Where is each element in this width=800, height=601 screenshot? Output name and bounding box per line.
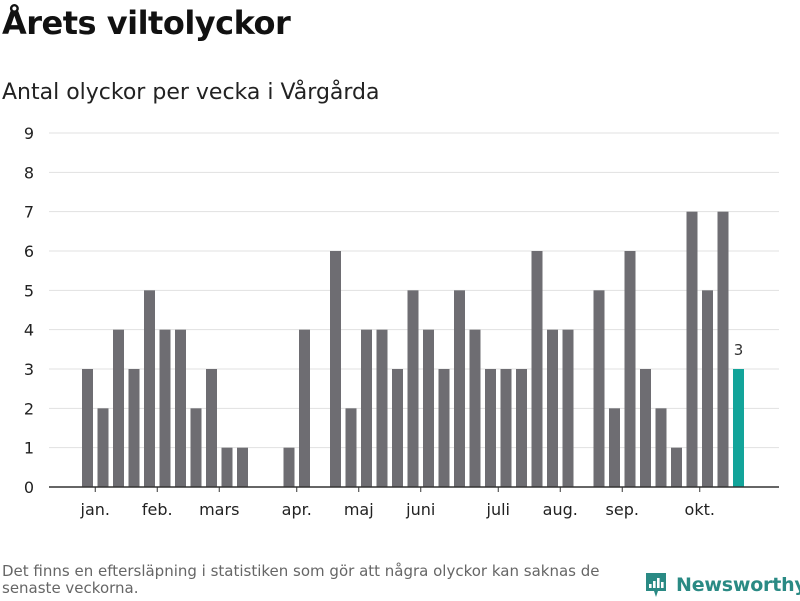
x-tick-label: sep.: [606, 500, 639, 519]
y-tick-label: 9: [24, 124, 34, 143]
y-tick-label: 8: [24, 163, 34, 182]
bar: [361, 329, 372, 487]
bar: [640, 369, 651, 487]
bar: [516, 369, 527, 487]
bar: [655, 408, 667, 487]
bar: [671, 447, 682, 487]
x-tick-label: apr.: [282, 500, 312, 519]
y-tick-label: 2: [24, 399, 34, 418]
bar: [686, 211, 698, 487]
x-tick-label: okt.: [685, 500, 715, 519]
bar: [144, 290, 155, 487]
bar: [345, 408, 357, 487]
bar: [175, 329, 186, 487]
y-tick-label: 7: [24, 203, 34, 222]
x-tick-label: juni: [405, 500, 435, 519]
y-tick-label: 0: [24, 478, 34, 497]
bar: [485, 369, 496, 487]
bar: [500, 369, 512, 487]
bar: [190, 408, 202, 487]
brand-name: Newsworthy: [676, 574, 800, 596]
y-tick-label: 3: [24, 360, 34, 379]
x-tick-label: mars: [199, 500, 239, 519]
data-label: 3: [734, 341, 744, 359]
x-tick-label: juli: [486, 500, 510, 519]
bar-chart: 0 1 2 3 4 5 6 7 8 9 jan. feb. mars apr. maj juni juli aug…: [24, 124, 779, 519]
brand-logo[interactable]: Newsworthy: [644, 569, 800, 601]
bar: [82, 369, 93, 487]
bar: [423, 329, 434, 487]
x-tick-label: feb.: [142, 500, 173, 519]
highlight-bar: [733, 369, 744, 487]
bar: [531, 251, 543, 487]
bar: [438, 369, 450, 487]
newsworthy-logo-icon: [646, 573, 666, 597]
bar: [593, 290, 605, 487]
bar: [113, 329, 124, 487]
bar: [547, 329, 558, 487]
bar: [376, 329, 388, 487]
bar: [206, 369, 217, 487]
bar: [624, 251, 636, 487]
bar: [283, 447, 295, 487]
footnote: Det finns en eftersläpning i statistiken…: [2, 562, 600, 597]
x-tick-label: maj: [344, 500, 374, 519]
bar: [237, 447, 248, 487]
bar: [609, 408, 620, 487]
chart-title: Årets viltolyckor: [2, 4, 291, 42]
y-tick-label: 4: [24, 321, 34, 340]
bar: [717, 211, 729, 487]
y-tick-label: 1: [24, 439, 34, 458]
bar: [159, 329, 171, 487]
y-tick-label: 5: [24, 281, 34, 300]
bar: [128, 369, 140, 487]
bar: [97, 408, 109, 487]
bar: [299, 329, 310, 487]
y-tick-label: 6: [24, 242, 34, 261]
bar: [330, 251, 341, 487]
bar: [392, 369, 403, 487]
chart-subtitle: Antal olyckor per vecka i Vårgårda: [2, 80, 380, 105]
x-tick-label: jan.: [80, 500, 110, 519]
bar: [221, 447, 233, 487]
bar: [562, 329, 574, 487]
bar: [407, 290, 419, 487]
x-tick-label: aug.: [543, 500, 578, 519]
bar: [702, 290, 713, 487]
bar: [469, 329, 481, 487]
bar: [454, 290, 465, 487]
